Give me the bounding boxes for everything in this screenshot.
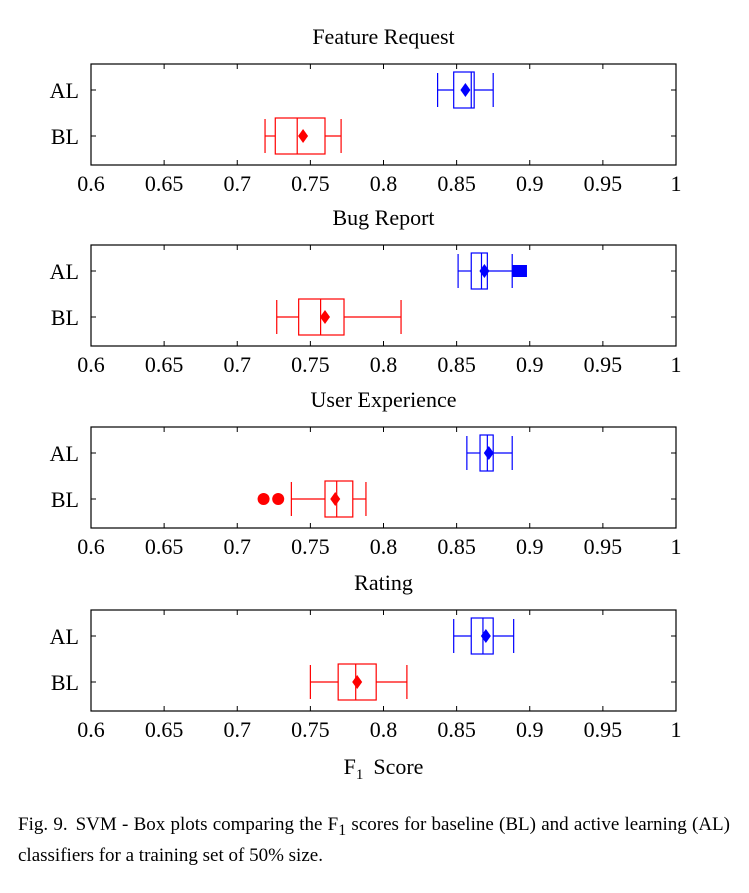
x-tick-label: 0.65: [145, 717, 184, 742]
panel-title: Feature Request: [312, 24, 454, 49]
mean-marker: [330, 492, 341, 506]
figure-caption: Fig. 9. SVM - Box plots comparing the F1 …: [18, 812, 730, 868]
x-tick-label: 0.7: [224, 717, 252, 742]
iqr-box: [337, 663, 377, 701]
x-tick-label: 0.8: [370, 534, 398, 559]
panel-3: Rating 0.6 0.65 0.7 0.75 0.8 0.85 0.9 0.95 1 AL BL: [50, 570, 682, 742]
x-tick-label: 0.9: [516, 717, 544, 742]
x-tick-label: 0.75: [291, 171, 330, 196]
mean-marker: [320, 310, 330, 324]
iqr-box: [298, 298, 345, 336]
x-tick-label: 0.65: [145, 534, 184, 559]
outlier-marker: [514, 265, 527, 277]
x-tick-label: 0.9: [516, 171, 544, 196]
x-tick-label: 1: [671, 352, 682, 377]
panel-title: Rating: [354, 570, 413, 595]
mean-marker: [479, 264, 490, 278]
caption-text-before: SVM - Box plots comparing the F: [75, 814, 339, 835]
caption-label: Fig. 9.: [18, 814, 68, 835]
x-tick-label: 0.6: [77, 171, 105, 196]
x-tick-label: 0.6: [77, 534, 105, 559]
mean-marker: [483, 446, 494, 460]
y-tick-label: BL: [51, 305, 79, 330]
mean-marker: [460, 83, 471, 97]
x-tick-label: 0.7: [224, 171, 252, 196]
caption-subscript: 1: [338, 821, 347, 839]
iqr-box: [453, 71, 475, 109]
x-tick-label: 0.85: [437, 352, 476, 377]
iqr-box: [274, 117, 326, 155]
y-tick-label: AL: [50, 259, 79, 284]
plot-frame: [90, 609, 677, 712]
outlier-marker: [257, 493, 270, 505]
x-tick-label: 0.8: [370, 171, 398, 196]
x-tick-label: 0.95: [584, 717, 623, 742]
panel-title: Bug Report: [332, 205, 434, 230]
x-tick-label: 0.65: [145, 171, 184, 196]
x-tick-label: 1: [671, 171, 682, 196]
x-axis-label: F1 Score: [344, 754, 424, 783]
x-tick-label: 0.95: [584, 352, 623, 377]
panel-1: Bug Report 0.6 0.65 0.7 0.75 0.8 0.85 0.9 0.95 1 A…: [50, 205, 682, 377]
box-bl: [309, 663, 408, 701]
x-tick-label: 0.75: [291, 534, 330, 559]
box-al: [437, 71, 494, 109]
x-tick-label: 0.7: [224, 534, 252, 559]
x-tick-label: 0.9: [516, 352, 544, 377]
box-bl: [264, 117, 342, 155]
x-tick-label: 0.8: [370, 352, 398, 377]
x-tick-label: 0.75: [291, 717, 330, 742]
x-tick-label: 0.85: [437, 534, 476, 559]
mean-marker: [352, 675, 363, 689]
x-tick-label: 0.95: [584, 171, 623, 196]
x-tick-label: 0.6: [77, 717, 105, 742]
x-tick-label: 0.9: [516, 534, 544, 559]
x-tick-label: 0.85: [437, 171, 476, 196]
x-tick-label: 0.8: [370, 717, 398, 742]
iqr-box: [470, 617, 494, 655]
outlier-marker: [272, 493, 285, 505]
panel-0: Feature Request 0.6 0.65 0.7 0.75 0.8 0.85 0.9 0…: [50, 24, 682, 196]
box-al: [466, 434, 513, 472]
x-axis-label-rest: Score: [373, 754, 423, 779]
box-bl: [276, 298, 402, 336]
x-tick-label: 1: [671, 534, 682, 559]
x-tick-label: 0.7: [224, 352, 252, 377]
y-tick-label: BL: [51, 487, 79, 512]
plot-frame: [90, 426, 677, 529]
mean-marker: [298, 129, 309, 143]
x-tick-label: 0.95: [584, 534, 623, 559]
x-axis-label-main: F: [344, 754, 356, 779]
box-plot-figure: Feature Request 0.6 0.65 0.7 0.75 0.8 0.85 0.9 0…: [50, 24, 682, 783]
x-tick-label: 0.6: [77, 352, 105, 377]
x-tick-label: 0.75: [291, 352, 330, 377]
caption-text-after: scores for baseline (BL) and active lear…: [18, 814, 730, 866]
y-tick-label: AL: [50, 441, 79, 466]
y-tick-label: BL: [51, 124, 79, 149]
y-tick-label: AL: [50, 78, 79, 103]
x-tick-label: 0.65: [145, 352, 184, 377]
iqr-box: [324, 480, 354, 518]
panel-2: User Experience 0.6 0.65 0.7 0.75 0.8 0.85 0.9 0…: [50, 387, 682, 559]
box-al: [457, 252, 527, 290]
x-tick-label: 1: [671, 717, 682, 742]
panel-title: User Experience: [311, 387, 457, 412]
x-tick-label: 0.85: [437, 717, 476, 742]
x-axis-label-subscript: 1: [356, 767, 364, 783]
plot-frame: [90, 63, 677, 166]
box-al: [453, 617, 515, 655]
box-bl: [257, 480, 367, 518]
plot-frame: [90, 244, 677, 347]
y-tick-label: AL: [50, 624, 79, 649]
y-tick-label: BL: [51, 670, 79, 695]
mean-marker: [480, 629, 491, 643]
